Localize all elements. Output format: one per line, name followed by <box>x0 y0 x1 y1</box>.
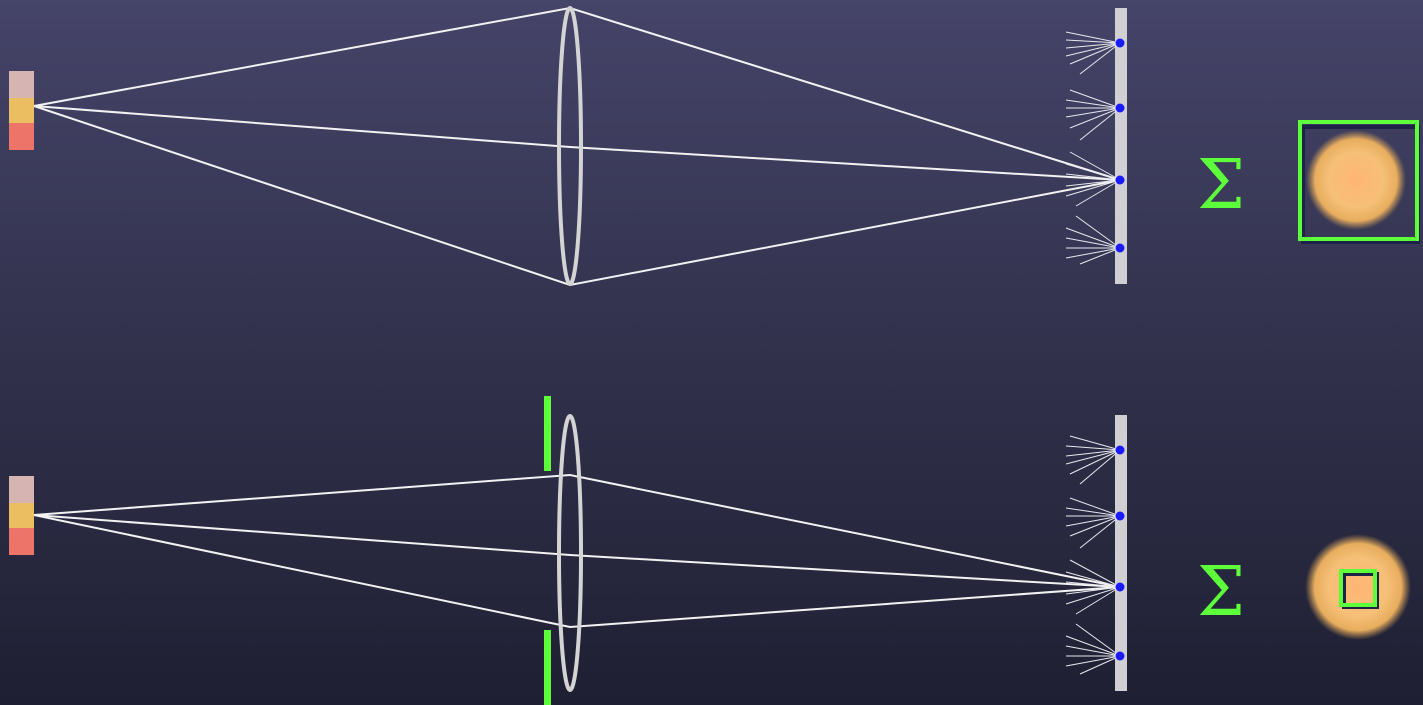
sensor <box>1115 415 1127 691</box>
sample-box-large <box>1298 120 1419 241</box>
sensor-dots <box>1115 445 1125 661</box>
source-stripe-middle <box>9 98 34 123</box>
light-rays <box>33 473 1121 629</box>
sensor-dot <box>1115 511 1125 521</box>
panel-narrow-aperture: Σ <box>9 396 1411 705</box>
sensor-dot <box>1115 445 1125 455</box>
source-stripe-bottom <box>9 123 34 150</box>
sensor-dot <box>1115 175 1125 185</box>
sensor <box>1115 8 1127 284</box>
sample-box-small <box>1339 569 1377 607</box>
source-stripe-top <box>9 476 34 503</box>
scatter-fans <box>1065 435 1121 675</box>
lens <box>557 414 583 692</box>
source-stripe-bottom <box>9 528 34 555</box>
ray-center <box>33 514 1121 588</box>
scatter-fan <box>1065 559 1121 615</box>
result-blob <box>1305 534 1411 640</box>
aperture-blade-top <box>544 396 551 471</box>
scatter-fan <box>1065 435 1121 485</box>
ray-upper <box>33 473 1121 588</box>
aperture-blade-bottom <box>544 630 551 705</box>
scatter-fan <box>1065 623 1121 675</box>
result-blob <box>1298 120 1420 244</box>
source-stripe-middle <box>9 503 34 528</box>
light-source <box>9 71 34 150</box>
sum-symbol: Σ <box>1197 553 1245 632</box>
panel-wide-aperture: Σ <box>9 6 1420 287</box>
light-source <box>9 476 34 555</box>
scatter-fan <box>1065 151 1121 207</box>
sensor-dot <box>1115 243 1125 253</box>
aperture-stop <box>544 396 551 705</box>
scatter-fan <box>1065 497 1121 549</box>
sensor-dot <box>1115 582 1125 592</box>
scatter-fan <box>1065 215 1121 265</box>
sum-symbol: Σ <box>1197 146 1245 225</box>
blur-spot <box>1305 534 1411 640</box>
scatter-fan <box>1065 89 1121 141</box>
source-stripe-top <box>9 71 34 98</box>
scatter-fans <box>1065 31 1121 265</box>
sensor-dots <box>1115 38 1125 253</box>
sensor-dot <box>1115 651 1125 661</box>
ray-center <box>33 105 1121 181</box>
lens <box>557 6 583 286</box>
sensor-dot <box>1115 103 1125 113</box>
scatter-fan <box>1065 31 1121 75</box>
ray-lower <box>33 514 1121 629</box>
sensor-dot <box>1115 38 1125 48</box>
blur-spot <box>1306 130 1406 230</box>
